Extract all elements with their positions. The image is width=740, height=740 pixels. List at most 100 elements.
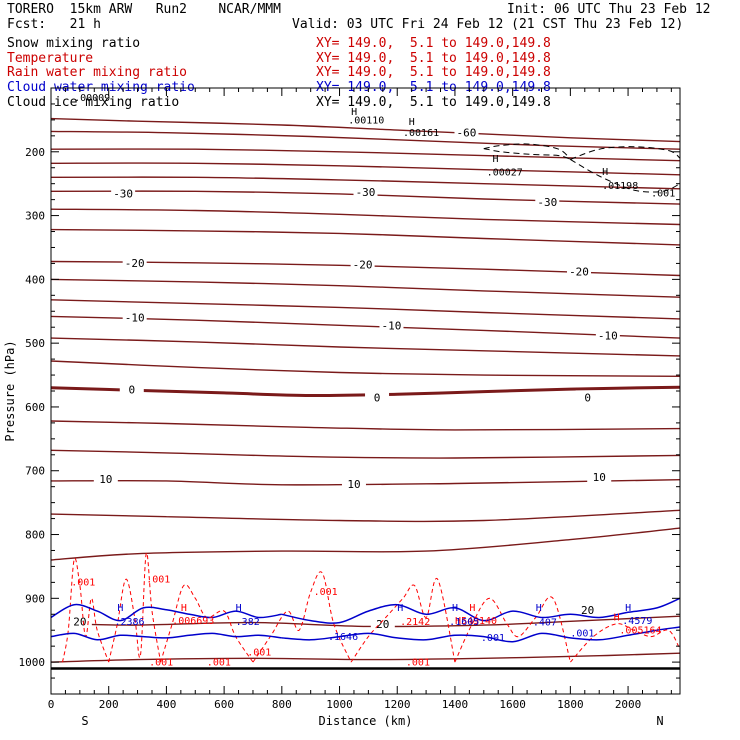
- cloud-water-contour: [281, 597, 680, 624]
- temperature-isotherm: [51, 420, 680, 431]
- isotherm-label-bg: [370, 616, 395, 629]
- temperature-isotherm: [51, 162, 680, 176]
- y-tick-label: 900: [25, 592, 45, 605]
- cloud-ice-contour: [483, 148, 571, 160]
- isotherm-label-bg: [535, 195, 560, 208]
- isotherm-label: -20: [125, 257, 145, 270]
- legend-label: Rain water mixing ratio: [7, 65, 188, 81]
- cloud-water-high-marker: H: [452, 603, 458, 614]
- y-tick-label: 700: [25, 465, 45, 478]
- isotherm-label-bg: [119, 382, 144, 395]
- isotherm-label-bg: [454, 125, 479, 138]
- isotherm-label: 20: [376, 618, 389, 631]
- isotherm-label-bg: [111, 186, 136, 199]
- temperature-isotherm: [51, 315, 680, 339]
- cloud-water-high-marker: H: [397, 603, 403, 614]
- isotherm-label: 20: [581, 604, 594, 617]
- x-tick-label: 1400: [442, 698, 469, 711]
- isotherm-label: 0: [374, 391, 381, 404]
- isotherm-label-bg: [350, 257, 375, 270]
- x-tick-label: 600: [214, 698, 234, 711]
- cloud-ice-high-marker: H: [351, 107, 357, 118]
- cloud-ice-high-marker: H: [409, 117, 415, 128]
- legend-label: Temperature: [7, 50, 94, 66]
- temperature-isotherm: [51, 385, 680, 398]
- rain-water-contour: [570, 623, 680, 663]
- cloud-ice-label: .00027: [487, 167, 523, 178]
- isotherm-label: -30: [537, 196, 557, 209]
- cloud-water-label: .407: [533, 618, 557, 629]
- cloud-ice-high-marker: H: [492, 154, 498, 165]
- rain-water-label: .005164: [619, 625, 661, 636]
- temperature-isotherm: [51, 260, 680, 277]
- temperature-isotherm: [51, 190, 680, 205]
- isotherm-label: -10: [598, 330, 618, 343]
- x-tick-label: 200: [99, 698, 119, 711]
- cloud-water-contour: [51, 603, 282, 622]
- isotherm-label-bg: [93, 472, 118, 485]
- cloud-water-label: .382: [236, 617, 260, 628]
- cloud-ice-contour: [483, 143, 571, 160]
- cloud-water-label: .001: [481, 633, 505, 644]
- isotherm-label: -20: [353, 259, 373, 272]
- temperature-isotherm: [51, 278, 680, 298]
- rain-water-label: .006693: [172, 616, 214, 627]
- isotherm-label: 10: [593, 471, 606, 484]
- rain-water-contour: [108, 552, 162, 663]
- temperature-isotherm: [51, 228, 680, 246]
- y-tick-label: 600: [25, 401, 45, 414]
- rain-water-contour: [160, 584, 254, 663]
- cloud-ice-contour: [570, 146, 680, 160]
- y-tick-label: 300: [25, 210, 45, 223]
- x-tick-label: 800: [272, 698, 292, 711]
- x-tick-label: 2000: [615, 698, 642, 711]
- temperature-isotherm: [51, 527, 680, 561]
- isotherm-label: -30: [356, 186, 376, 199]
- cloud-ice-label: .01198: [602, 181, 638, 192]
- cloud-water-label: .001: [570, 629, 594, 640]
- temperature-isotherm: [51, 299, 680, 320]
- cloud-water-label: .2386: [114, 617, 144, 628]
- isotherm-label-bg: [575, 602, 600, 615]
- rain-water-high-marker: H: [614, 613, 620, 624]
- cloud-water-label: .1605: [449, 617, 479, 628]
- rain-water-contour: [350, 578, 456, 663]
- temperature-isotherm: [51, 509, 680, 523]
- temperature-isotherm: [51, 360, 680, 377]
- header-forecast-hour: Fcst: 21 h: [7, 17, 101, 32]
- rain-water-label: H549140: [455, 616, 497, 627]
- y-axis-title: Pressure (hPa): [3, 340, 17, 441]
- cloud-water-label: .4579: [622, 616, 652, 627]
- y-tick-label: 400: [25, 273, 45, 286]
- y-tick-label: 1000: [19, 656, 46, 669]
- rain-water-contour: [454, 596, 571, 663]
- rain-water-label: .001: [149, 657, 173, 668]
- x-end-label-south: S: [81, 714, 88, 728]
- rain-water-label: .001: [71, 578, 95, 589]
- isotherm-label-bg: [341, 477, 366, 490]
- x-tick-label: 1800: [557, 698, 584, 711]
- isotherm-label-bg: [122, 310, 147, 323]
- isotherm-label: -60: [457, 127, 477, 140]
- cloud-water-high-marker: H: [536, 603, 542, 614]
- rain-water-label: .001: [146, 574, 170, 585]
- temperature-isotherm: [51, 652, 680, 663]
- rain-water-high-marker: H: [181, 603, 187, 614]
- cloud-ice-high-marker: H: [602, 167, 608, 178]
- rain-water-contour: [252, 571, 352, 663]
- y-tick-label: 200: [25, 146, 45, 159]
- temperature-isotherm: [51, 337, 680, 357]
- isotherm-label: -10: [382, 319, 402, 332]
- cloud-water-contour: [281, 626, 680, 643]
- isotherm-label-bg: [587, 470, 612, 483]
- y-tick-label: 800: [25, 529, 45, 542]
- header-init-time: Init: 06 UTC Thu 23 Feb 12: [507, 2, 711, 17]
- rain-water-high-marker: H: [469, 603, 475, 614]
- x-tick-label: 1000: [326, 698, 353, 711]
- temperature-isotherm: [51, 176, 680, 190]
- rain-water-label: .001: [406, 657, 430, 668]
- isotherm-label-bg: [567, 264, 592, 277]
- legend-xy-range: XY= 149.0, 5.1 to 149.0,149.8: [316, 94, 551, 110]
